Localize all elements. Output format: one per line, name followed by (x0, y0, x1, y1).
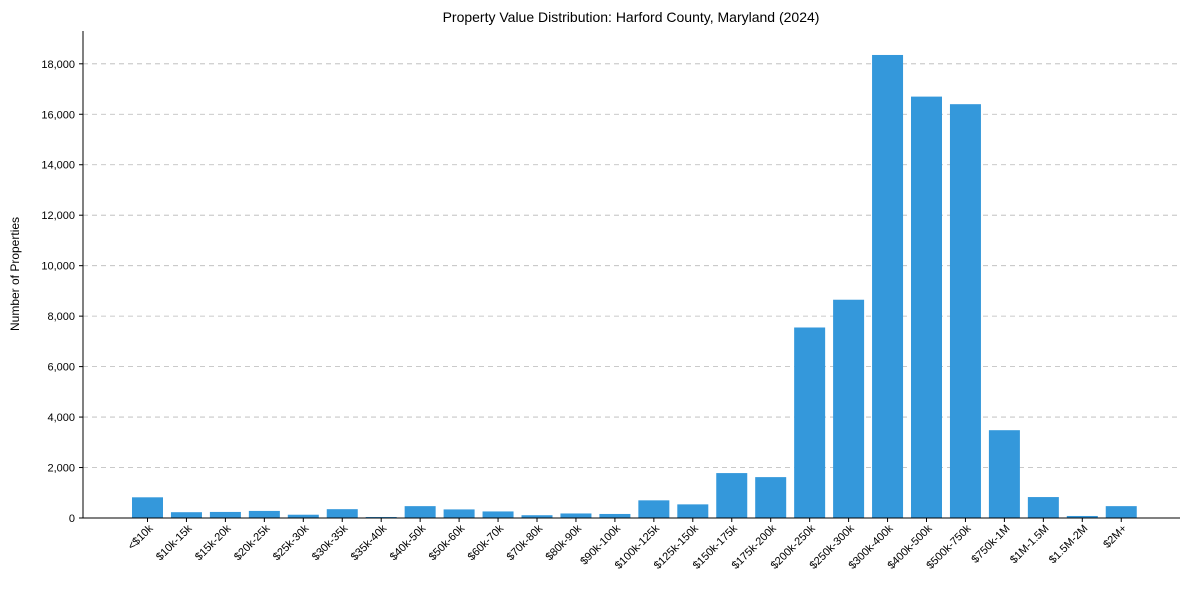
bar (248, 510, 280, 518)
bar (404, 506, 436, 518)
bar (872, 54, 904, 518)
y-tick-label: 12,000 (41, 210, 75, 222)
y-tick-label: 16,000 (41, 109, 75, 121)
bars (132, 54, 1137, 519)
y-tick-label: 2,000 (47, 463, 75, 475)
gridlines (83, 63, 1180, 468)
x-tick-label: <$10k (126, 522, 156, 552)
bar (170, 512, 202, 518)
bar (755, 477, 787, 518)
bar (599, 513, 631, 518)
x-tick-label: $750k-1M (969, 523, 1012, 566)
x-tick-label: $35k-40k (349, 522, 390, 563)
x-tick-label: $1M-1.5M (1008, 523, 1052, 567)
x-ticks: <$10k$10k-15k$15k-20k$20k-25k$25k-30k$30… (126, 518, 1129, 572)
bar (132, 497, 163, 518)
x-tick-label: $25k-30k (271, 522, 312, 563)
bar (949, 104, 981, 519)
y-tick-label: 4,000 (47, 412, 75, 424)
bar (560, 513, 592, 518)
x-tick-label: $1.5M-2M (1047, 523, 1091, 567)
y-ticks: 0 2,000 4,000 6,000 8,000 10,000 12,000 14,000 1… (41, 59, 83, 525)
bar (1066, 515, 1098, 518)
x-tick-label: $15k-20k (193, 522, 234, 563)
y-tick-label: 18,000 (41, 59, 75, 71)
x-tick-label: $2M+ (1101, 523, 1129, 551)
y-tick-label: 8,000 (47, 311, 75, 323)
bar (482, 511, 514, 518)
bar (1105, 506, 1137, 518)
x-tick-label: $10k-15k (154, 522, 195, 563)
x-tick-label: $70k-80k (505, 522, 546, 563)
bar (326, 509, 358, 518)
bar (287, 514, 319, 518)
axes (82, 31, 1180, 519)
x-tick-label: $80k-90k (544, 522, 585, 563)
x-tick-label: $50k-60k (427, 522, 468, 563)
bar (988, 430, 1020, 518)
bar (911, 96, 942, 519)
bar (443, 509, 475, 518)
bar (1027, 497, 1059, 518)
y-tick-label: 0 (69, 513, 75, 525)
bar (365, 516, 397, 518)
x-tick-label: $30k-35k (310, 522, 351, 563)
x-tick-label: $40k-50k (388, 522, 429, 563)
y-axis-label: Number of Properties (8, 217, 22, 331)
x-tick-label: $60k-70k (466, 522, 507, 563)
bar (638, 500, 670, 518)
bar (209, 511, 241, 518)
y-tick-label: 6,000 (47, 362, 75, 374)
chart-title: Property Value Distribution: Harford Cou… (443, 9, 820, 25)
bar (521, 515, 553, 518)
bar (677, 504, 709, 518)
y-tick-label: 14,000 (41, 160, 75, 172)
x-tick-label: $20k-25k (232, 522, 273, 563)
bar (716, 473, 748, 518)
bar (833, 299, 865, 518)
bar (794, 327, 826, 518)
y-tick-label: 10,000 (41, 261, 75, 273)
